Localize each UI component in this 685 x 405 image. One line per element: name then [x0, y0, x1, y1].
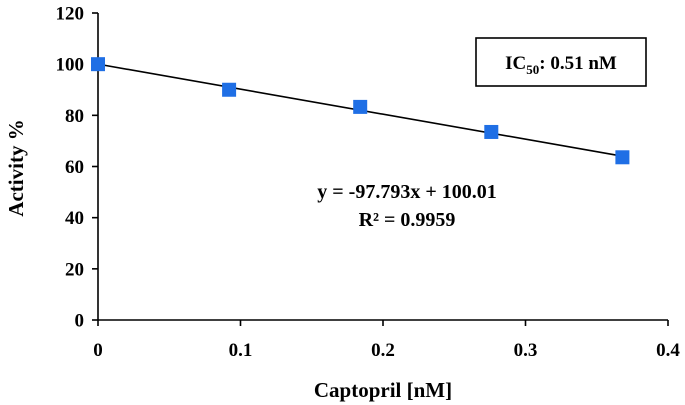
y-axis-title: Activity % [4, 119, 28, 216]
plot-area: 0 20 40 60 80 100 120 0 0.1 0.2 0.3 0.4 [56, 4, 681, 362]
ic50-box [475, 37, 647, 87]
ic50-prefix: IC [505, 53, 526, 74]
y-tick-label: 100 [56, 55, 85, 76]
y-tick-label: 60 [65, 157, 84, 178]
x-tick-label: 0 [93, 340, 103, 361]
data-point [91, 57, 105, 72]
y-tick-label: 0 [75, 311, 85, 332]
x-tick-label: 0.4 [656, 340, 680, 361]
ic50-value: : 0.51 nM [539, 53, 617, 74]
x-tick-label: 0.1 [229, 340, 253, 361]
y-tick-label: 120 [56, 4, 85, 25]
y-tick-label: 80 [65, 106, 84, 127]
data-point [353, 99, 368, 114]
data-point [615, 150, 630, 165]
x-tick-label: 0.2 [371, 340, 395, 361]
x-axis-title: Captopril [nM] [314, 378, 452, 402]
r-squared-label: R² = 0.9959 [359, 209, 456, 231]
y-tick-label: 40 [65, 208, 84, 229]
ic50-label: IC50: 0.51 nM [505, 53, 617, 77]
equation-label: y = -97.793x + 100.01 [317, 181, 496, 203]
x-tick-label: 0.3 [514, 340, 538, 361]
ic50-subscript: 50 [526, 62, 539, 77]
data-point [222, 82, 237, 97]
data-point [484, 124, 499, 139]
y-tick-label: 20 [65, 259, 84, 280]
